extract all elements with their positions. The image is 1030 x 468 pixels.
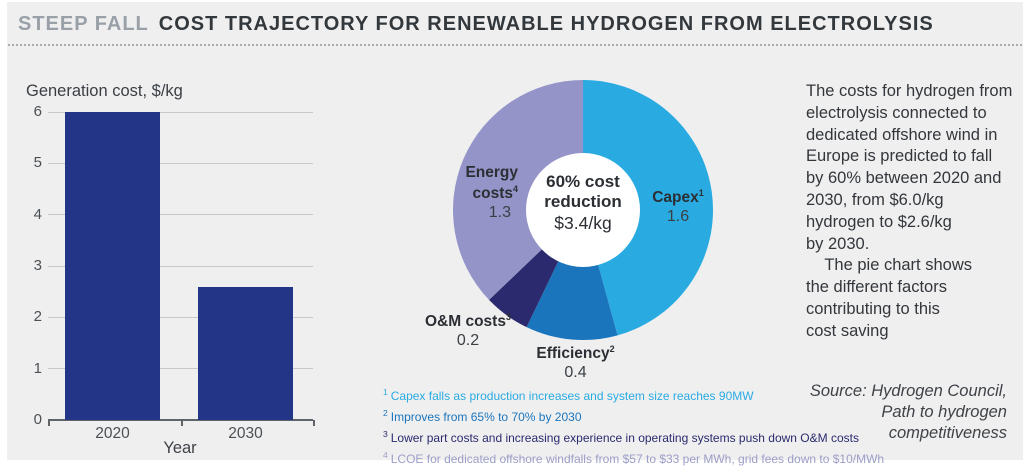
gridline — [48, 214, 313, 216]
donut-center-label: 60% cost reduction — [544, 172, 622, 211]
x-tick-label: 2020 — [95, 425, 130, 442]
bar-2020 — [65, 112, 160, 420]
footnotes: 1 Capex falls as production increases and… — [383, 384, 884, 468]
source-text: Source: Hydrogen Council, Path to hydrog… — [809, 382, 1007, 442]
gridline — [48, 111, 313, 113]
donut-center-text: 60% cost reduction $3.4/kg — [521, 172, 645, 234]
dotted-divider — [8, 44, 1022, 46]
footnote-2: 2 Improves from 65% to 70% by 2030 — [383, 408, 582, 424]
pie-value-capex: 1.6 — [666, 208, 690, 226]
gridline — [48, 316, 313, 318]
pie-value-efficiency: 0.4 — [564, 364, 587, 382]
pie-label-om-costs: O&M costs3 0.2 — [418, 309, 518, 349]
pie-label-capex: Capex1 1.6 — [640, 185, 716, 225]
pie-slice-capex — [583, 80, 714, 336]
footnote-3: 3 Lower part costs and increasing experie… — [383, 429, 859, 445]
y-tick-label: 6 — [33, 103, 42, 120]
pie-label-energy-costs: Energy costs4 1.3 — [432, 164, 518, 221]
header-kicker: STEEP FALL — [18, 13, 149, 35]
pie-slice-energy-costs — [453, 80, 583, 300]
pie-value-om-costs: 0.2 — [456, 332, 480, 350]
donut-hole — [526, 153, 640, 267]
axis-tick — [313, 420, 315, 426]
footnote-ref-4: 4 — [512, 184, 518, 194]
header: STEEP FALL COST TRAJECTORY FOR RENEWABLE … — [18, 13, 934, 36]
gridline — [48, 162, 313, 164]
pie-slice-efficiency — [526, 210, 618, 341]
y-tick-label: 1 — [33, 359, 42, 377]
footnote-4: 4 LCOE for dedicated offshore windfalls f… — [383, 450, 885, 466]
pie-label-efficiency: Efficiency2 0.4 — [518, 341, 633, 381]
gridline — [48, 265, 313, 267]
footnote-ref-3: 3 — [505, 312, 511, 322]
footnote-1: 1 Capex falls as production increases and… — [383, 387, 754, 403]
footnote-ref-2: 2 — [609, 344, 615, 354]
x-tick-label: 2030 — [228, 425, 263, 442]
y-tick-label: 0 — [33, 411, 42, 428]
y-tick-label: 5 — [33, 154, 42, 172]
axis-tick — [48, 420, 50, 426]
gridline — [48, 368, 313, 370]
bar-chart-title: Generation cost, $/kg — [26, 82, 183, 100]
donut-chart — [453, 80, 714, 341]
donut-center-value: $3.4/kg — [554, 213, 612, 233]
axis-tick — [180, 420, 183, 426]
y-tick-label: 2 — [33, 308, 42, 326]
pie-value-energy-costs: 1.3 — [488, 204, 511, 222]
commentary-text: The costs for hydrogen from electrolysis… — [806, 82, 1013, 340]
bar-2030 — [198, 286, 293, 420]
footnote-ref-1: 1 — [698, 188, 704, 198]
y-tick-label: 4 — [33, 205, 42, 223]
y-tick-label: 3 — [33, 257, 42, 274]
x-axis-label: Year — [163, 439, 197, 457]
page-title: COST TRAJECTORY FOR RENEWABLE HYDROGEN F… — [158, 13, 934, 35]
